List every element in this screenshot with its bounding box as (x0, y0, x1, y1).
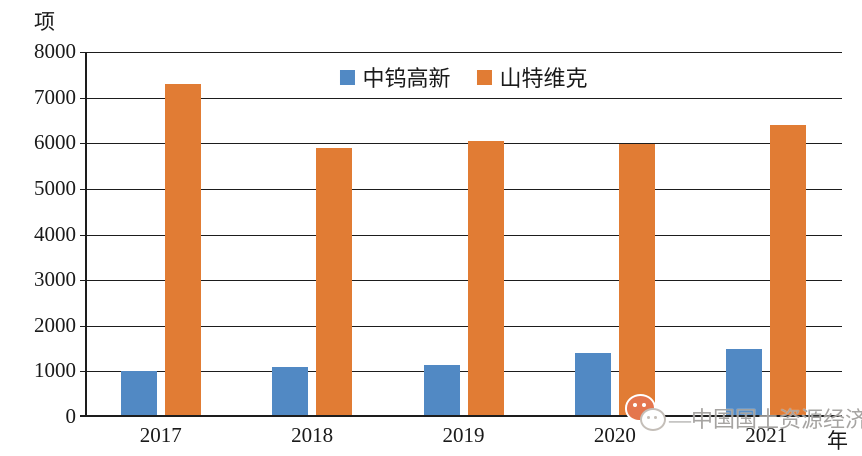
gridline (80, 325, 842, 327)
bar-2018-series2 (316, 148, 353, 415)
y-tick-label: 1000 (34, 358, 76, 383)
watermark-text: —中国国土资源经济 (669, 402, 862, 434)
bar-2017-series1 (120, 371, 157, 415)
x-tick-label: 2018 (291, 423, 334, 447)
y-tick-label: 0 (65, 404, 77, 428)
x-tick-label: 2017 (139, 423, 182, 447)
gridline (80, 143, 842, 145)
bar-2020-series1 (574, 353, 611, 415)
watermark-label: 中国国土资源经济 (691, 407, 862, 432)
gridline (80, 371, 842, 373)
legend-label: 山特维克 (499, 66, 588, 91)
gridline (80, 52, 842, 53)
gridline (80, 280, 842, 282)
y-tick-label: 2000 (34, 312, 76, 337)
wechat-small-bubble-icon (640, 408, 666, 431)
x-axis-line (80, 415, 842, 417)
watermark-dash: — (669, 407, 691, 432)
legend-item: 中钨高新 (339, 61, 451, 93)
x-axis-unit-label: 年 (827, 429, 848, 453)
y-tick-label: 4000 (34, 221, 76, 246)
legend: 中钨高新 山特维克 (339, 61, 588, 93)
y-tick-label: 6000 (34, 130, 76, 155)
gridline (80, 188, 842, 190)
legend-item: 山特维克 (476, 61, 588, 93)
wechat-logo-icon (623, 394, 669, 436)
bar-2021-series1 (726, 348, 763, 415)
gridline (80, 97, 842, 99)
x-tick-label: 2021 (745, 423, 788, 447)
y-tick-label: 3000 (34, 267, 76, 292)
bar-2021-series2 (770, 125, 807, 415)
bar-2019-series2 (467, 140, 504, 415)
y-tick-label: 8000 (34, 39, 76, 63)
y-tick-label: 5000 (34, 175, 76, 200)
legend-label: 中钨高新 (362, 66, 451, 91)
y-tick-label: 7000 (34, 84, 76, 109)
x-tick-label: 2019 (442, 423, 485, 447)
legend-swatch-icon (339, 69, 355, 85)
legend-swatch-icon (476, 69, 492, 85)
bar-2019-series1 (423, 364, 460, 415)
bar-2018-series1 (272, 366, 309, 415)
y-axis-line (85, 52, 87, 417)
x-tick-label: 2020 (593, 423, 636, 447)
y-axis-unit-label: 项 (34, 10, 55, 34)
watermark: —中国国土资源经济 (623, 394, 862, 436)
bar-2020-series2 (618, 144, 655, 415)
gridline (80, 234, 842, 236)
plot-area: 中钨高新 山特维克 (80, 52, 842, 417)
bar-2017-series2 (164, 83, 201, 415)
